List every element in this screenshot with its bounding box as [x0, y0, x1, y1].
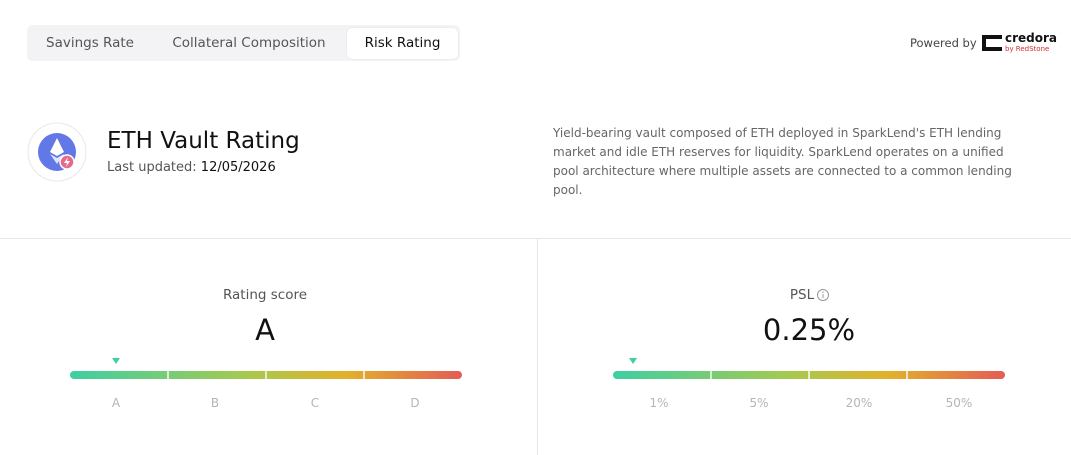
- brand-name: credora: [1005, 31, 1058, 45]
- last-updated: Last updated: 12/05/2026: [107, 160, 276, 175]
- tab-bar: Savings Rate Collateral Composition Risk…: [27, 25, 460, 61]
- scale-label: 1%: [649, 396, 669, 410]
- tab[interactable]: Collateral Composition: [172, 35, 326, 51]
- scale-label: B: [210, 396, 220, 410]
- powered-by: Powered by: [910, 36, 977, 50]
- vault-icon: [27, 122, 87, 182]
- indicator: [112, 358, 120, 364]
- rating-label: Rating score: [222, 287, 308, 303]
- updated-label: Last updated:: [107, 160, 197, 175]
- divider: [0, 238, 1071, 239]
- scale-label: 20%: [845, 396, 873, 410]
- tab[interactable]: Savings Rate: [46, 35, 134, 51]
- vault-title: ETH Vault Rating: [107, 128, 300, 154]
- description: Yield-bearing vault composed of ETH depl…: [553, 126, 1012, 197]
- scale-sep: [167, 371, 169, 379]
- scale-sep: [363, 371, 365, 379]
- info-icon[interactable]: [816, 288, 830, 302]
- scale-label: C: [310, 396, 320, 410]
- scale-sep: [265, 371, 267, 379]
- rating-value: A: [255, 313, 275, 347]
- brand-sub: by RedStone: [1005, 45, 1050, 53]
- scale-label: A: [111, 396, 121, 410]
- scale-label: 5%: [749, 396, 769, 410]
- scale-sep: [906, 371, 908, 379]
- scale-sep: [808, 371, 810, 379]
- indicator: [629, 358, 637, 364]
- scale-label: D: [410, 396, 420, 410]
- brand-icon: [982, 35, 1002, 51]
- updated-date: 12/05/2026: [200, 160, 276, 175]
- tab-active[interactable]: Risk Rating: [347, 28, 458, 59]
- psl-label: PSL: [789, 287, 815, 303]
- divider: [537, 239, 538, 455]
- scale-label: 50%: [945, 396, 973, 410]
- scale-sep: [710, 371, 712, 379]
- psl-value: 0.25%: [762, 313, 856, 347]
